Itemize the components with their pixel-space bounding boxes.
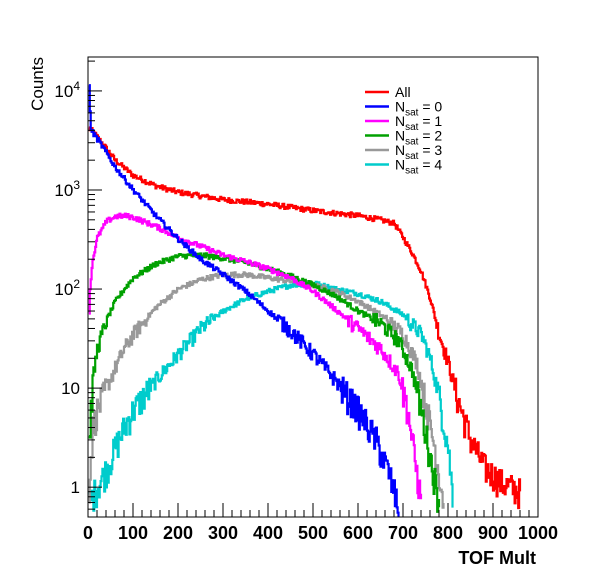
legend-label-3: Nsat = 2 [395,128,442,148]
series-line-4 [88,271,445,509]
legend-label-0: All [395,84,411,100]
x-axis-ticks [87,503,539,517]
legend-label-4: Nsat = 3 [395,142,442,162]
x-tick-label: 0 [83,523,93,543]
y-tick-label: 10 [61,379,80,398]
y-axis-ticks [88,60,102,518]
x-tick-label: 300 [208,523,238,543]
y-tick-label: 103 [54,178,80,200]
legend-label-2: Nsat = 1 [395,113,442,133]
legend-label-5: Nsat = 4 [395,157,442,177]
x-tick-label: 800 [433,523,463,543]
x-tick-label: 400 [253,523,283,543]
x-tick-label: 1000 [518,523,558,543]
series-line-2 [88,212,423,500]
y-axis-title: Counts [28,57,47,111]
series-line-0 [88,126,522,510]
x-tick-label: 100 [118,523,148,543]
x-tick-label: 700 [388,523,418,543]
series-layer [88,84,522,517]
y-tick-label: 102 [54,277,80,299]
y-axis-tick-labels: 1 10 102 103 104 [54,79,80,497]
legend-label-1: Nsat = 0 [395,99,442,119]
x-tick-label: 500 [298,523,328,543]
series-line-1 [88,84,400,517]
x-tick-label: 200 [163,523,193,543]
x-axis-title: TOF Mult [458,548,536,568]
y-tick-label: 104 [54,79,80,101]
series-line-5 [88,280,454,512]
y-tick-label: 1 [71,478,80,497]
x-tick-label: 600 [343,523,373,543]
x-tick-label: 900 [478,523,508,543]
x-axis-tick-labels: 0 100 200 300 400 500 600 700 800 900 1000 [83,523,558,543]
